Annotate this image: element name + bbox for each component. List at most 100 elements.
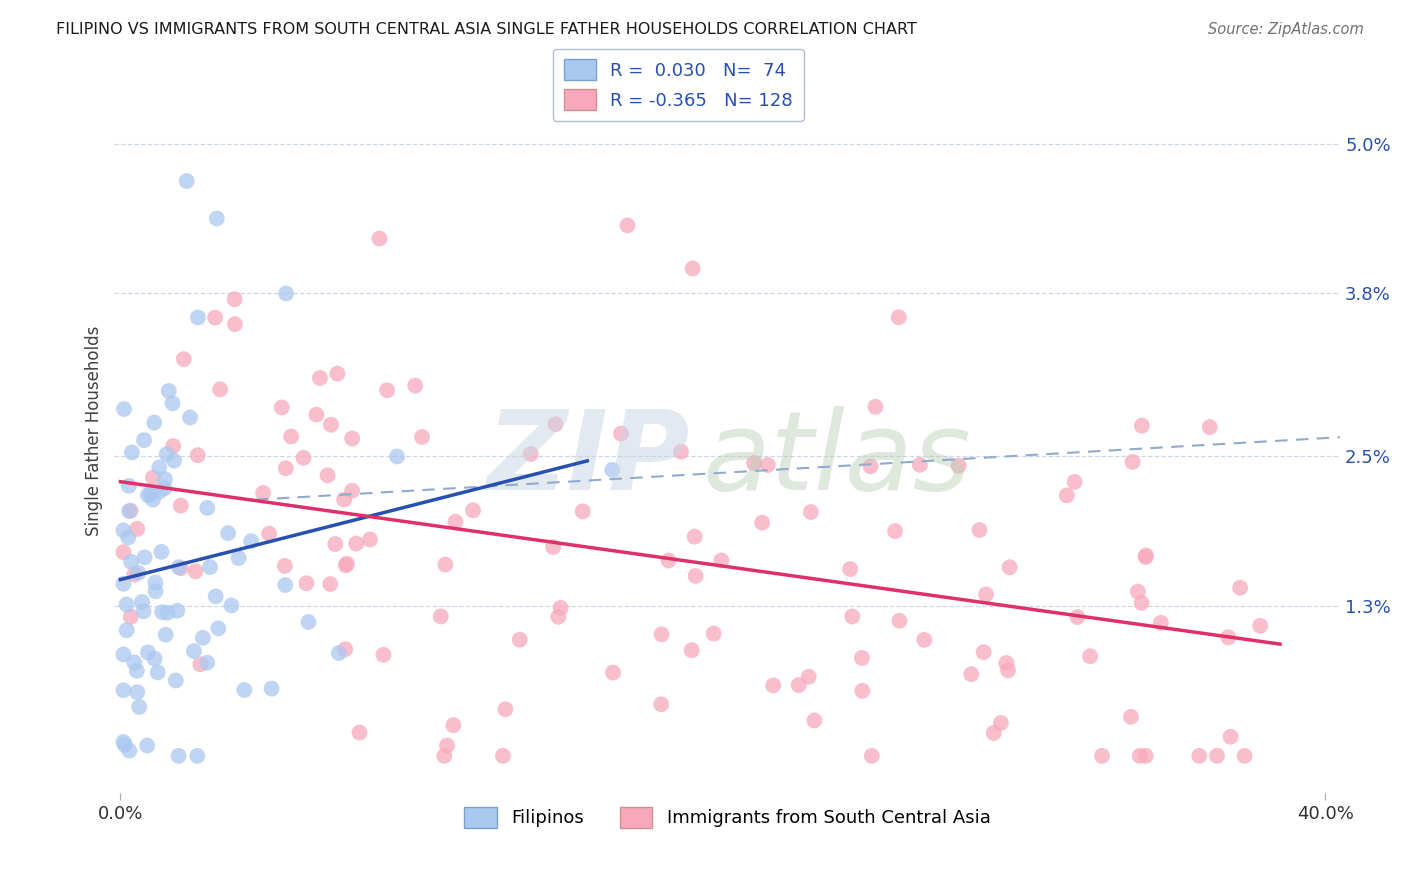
Point	[204, 310, 226, 325]
Point	[742, 456, 765, 470]
Point	[335, 558, 357, 573]
Point	[128, 699, 150, 714]
Point	[1119, 710, 1142, 724]
Point	[260, 681, 283, 696]
Point	[851, 683, 873, 698]
Point	[118, 504, 141, 518]
Point	[884, 524, 907, 538]
Point	[509, 632, 531, 647]
Point	[224, 317, 246, 331]
Point	[191, 631, 214, 645]
Point	[912, 632, 935, 647]
Point	[112, 576, 135, 591]
Point	[1150, 615, 1173, 630]
Point	[1066, 610, 1088, 624]
Point	[1188, 748, 1211, 763]
Point	[1126, 584, 1149, 599]
Point	[404, 378, 426, 392]
Point	[120, 609, 142, 624]
Point	[209, 382, 232, 396]
Point	[1122, 455, 1144, 469]
Point	[127, 522, 149, 536]
Point	[550, 600, 572, 615]
Point	[860, 748, 883, 763]
Point	[1130, 596, 1153, 610]
Point	[333, 492, 356, 507]
Point	[441, 718, 464, 732]
Point	[146, 665, 169, 680]
Point	[183, 644, 205, 658]
Point	[342, 432, 364, 446]
Point	[787, 678, 810, 692]
Point	[127, 685, 149, 699]
Point	[616, 219, 638, 233]
Point	[142, 470, 165, 484]
Point	[1198, 420, 1220, 434]
Point	[335, 642, 357, 657]
Legend: Filipinos, Immigrants from South Central Asia: Filipinos, Immigrants from South Central…	[457, 800, 998, 835]
Point	[132, 604, 155, 618]
Point	[1135, 549, 1157, 563]
Point	[547, 609, 569, 624]
Point	[198, 560, 221, 574]
Point	[221, 599, 243, 613]
Point	[461, 503, 484, 517]
Point	[328, 646, 350, 660]
Point	[349, 725, 371, 739]
Point	[319, 417, 342, 432]
Point	[1233, 748, 1256, 763]
Point	[385, 450, 408, 464]
Y-axis label: Single Father Households: Single Father Households	[86, 326, 103, 536]
Point	[762, 678, 785, 692]
Point	[207, 621, 229, 635]
Point	[681, 643, 703, 657]
Point	[125, 664, 148, 678]
Point	[997, 663, 1019, 677]
Point	[186, 748, 208, 763]
Point	[571, 504, 593, 518]
Point	[887, 310, 910, 325]
Point	[187, 310, 209, 325]
Point	[153, 472, 176, 486]
Point	[112, 402, 135, 417]
Point	[145, 575, 167, 590]
Point	[751, 516, 773, 530]
Point	[1129, 748, 1152, 763]
Point	[122, 656, 145, 670]
Point	[316, 468, 339, 483]
Point	[1063, 475, 1085, 489]
Point	[143, 416, 166, 430]
Point	[851, 651, 873, 665]
Point	[703, 626, 725, 640]
Point	[323, 537, 346, 551]
Point	[1056, 488, 1078, 502]
Point	[166, 604, 188, 618]
Point	[173, 352, 195, 367]
Point	[295, 576, 318, 591]
Point	[1229, 581, 1251, 595]
Point	[176, 174, 198, 188]
Point	[865, 400, 887, 414]
Point	[492, 748, 515, 763]
Point	[270, 401, 292, 415]
Point	[326, 367, 349, 381]
Point	[800, 505, 823, 519]
Point	[974, 587, 997, 601]
Point	[136, 645, 159, 659]
Point	[803, 714, 825, 728]
Point	[252, 486, 274, 500]
Point	[157, 384, 180, 398]
Point	[190, 657, 212, 672]
Point	[162, 439, 184, 453]
Point	[167, 748, 190, 763]
Point	[145, 584, 167, 599]
Point	[602, 665, 624, 680]
Point	[1078, 649, 1101, 664]
Point	[139, 487, 162, 501]
Point	[683, 530, 706, 544]
Point	[359, 533, 381, 547]
Point	[494, 702, 516, 716]
Point	[112, 735, 135, 749]
Point	[340, 483, 363, 498]
Point	[205, 211, 228, 226]
